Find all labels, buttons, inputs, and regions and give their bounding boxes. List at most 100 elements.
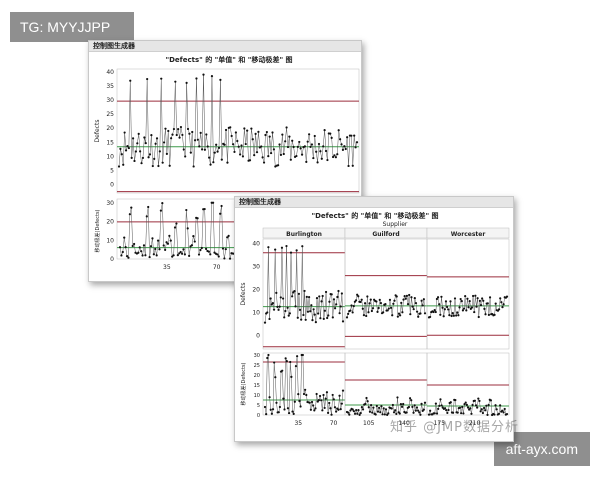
data-point	[319, 150, 322, 153]
data-point	[278, 143, 281, 146]
data-point	[323, 309, 327, 312]
data-point	[390, 407, 393, 410]
data-point	[402, 402, 405, 406]
group-header	[426, 227, 510, 239]
data-point	[359, 300, 362, 304]
data-point	[419, 413, 422, 416]
data-point	[456, 411, 459, 414]
data-point	[311, 319, 314, 322]
group-mr-plot-frame	[426, 352, 510, 416]
data-point	[313, 409, 316, 412]
data-point	[320, 300, 323, 303]
data-point	[419, 312, 422, 315]
data-point	[470, 412, 473, 415]
data-point	[360, 298, 363, 301]
data-point	[351, 164, 354, 167]
data-point	[441, 306, 444, 309]
data-point	[255, 151, 259, 154]
data-point	[349, 309, 352, 312]
data-point	[129, 79, 132, 82]
data-point	[326, 158, 329, 162]
data-point	[461, 309, 465, 312]
data-point	[271, 408, 275, 411]
data-point	[199, 248, 202, 252]
x-tick-label: 140	[398, 420, 410, 427]
data-point	[482, 299, 485, 302]
data-point	[288, 312, 291, 315]
x-tick-label: 210	[469, 420, 481, 427]
data-point	[408, 397, 412, 400]
group-plot-frame	[426, 238, 510, 350]
data-point	[316, 161, 319, 164]
data-point	[338, 394, 341, 397]
y-axis-label: Defects	[94, 120, 101, 143]
data-point	[435, 412, 439, 415]
data-point	[487, 313, 491, 316]
data-point	[405, 294, 409, 297]
data-point	[263, 405, 267, 409]
data-point	[126, 144, 129, 148]
data-point	[123, 236, 126, 239]
data-point	[296, 145, 299, 148]
data-point	[262, 161, 266, 164]
data-point	[364, 402, 367, 405]
data-point	[321, 409, 324, 412]
data-point	[353, 134, 356, 137]
data-point	[445, 305, 449, 309]
data-point	[285, 244, 288, 248]
data-point	[289, 158, 292, 161]
data-point	[479, 303, 483, 307]
data-point	[505, 412, 509, 416]
data-point	[458, 306, 461, 309]
data-point	[332, 398, 335, 401]
data-point	[140, 162, 143, 165]
data-point	[454, 398, 457, 402]
y-tick-label: 5	[110, 167, 114, 174]
data-point	[391, 314, 394, 317]
data-point	[175, 133, 178, 137]
data-point	[453, 297, 457, 300]
data-point	[337, 289, 340, 293]
chart-title: "Defects" 的 "单值" 和 "移动极差" 图	[311, 211, 438, 220]
data-point	[482, 406, 486, 410]
control-chart-panel-by-supplier: 控制图生成器 "Defects" 的 "单值" 和 "移动极差" 图 Suppli…	[234, 196, 514, 442]
data-point	[275, 291, 278, 294]
mr-y-tick-label: 10	[254, 393, 260, 399]
data-point	[494, 302, 497, 305]
data-point	[301, 353, 304, 357]
y-tick-label: 25	[106, 111, 114, 118]
data-point	[224, 248, 227, 251]
data-point	[186, 127, 190, 131]
data-point	[196, 217, 199, 220]
data-point	[429, 315, 432, 319]
data-point	[261, 156, 264, 159]
data-point	[329, 407, 332, 410]
data-point	[347, 164, 350, 168]
mr-y-tick-label: 5	[257, 403, 260, 409]
data-point	[387, 412, 390, 415]
x-tick-label: 105	[363, 420, 375, 427]
data-point	[423, 312, 427, 315]
data-point	[361, 408, 365, 411]
data-point	[501, 306, 504, 309]
data-point	[237, 145, 240, 148]
data-point	[325, 391, 329, 394]
data-point	[286, 407, 290, 410]
data-point	[189, 151, 192, 154]
mr-y-tick-label: 25	[254, 363, 260, 369]
data-point	[305, 295, 308, 298]
data-point	[395, 295, 398, 298]
data-point	[434, 310, 437, 314]
data-point	[345, 316, 349, 319]
data-point	[175, 222, 178, 225]
data-point	[383, 413, 386, 416]
data-point	[477, 315, 480, 319]
data-point	[340, 143, 343, 146]
data-point	[485, 404, 488, 407]
data-point	[387, 307, 390, 310]
y-tick-label: 0	[256, 332, 260, 339]
data-point	[149, 245, 153, 248]
data-point	[365, 396, 368, 400]
data-point	[443, 407, 447, 410]
data-point	[165, 241, 168, 244]
